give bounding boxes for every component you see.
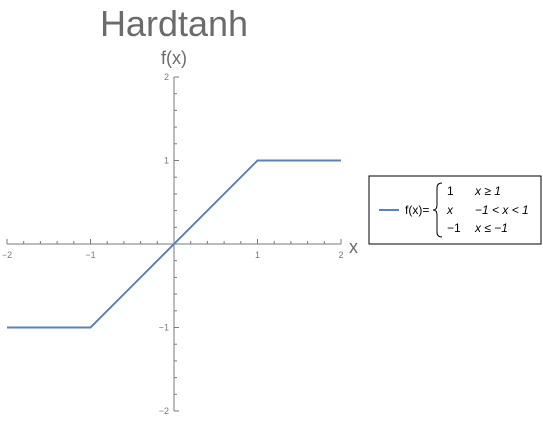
legend-case-1-value: 1: [447, 184, 454, 198]
legend: f(x)= 1 x ≥ 1 x −1 < x < 1 −1 x ≤ −1: [368, 175, 542, 245]
x-tick-label: 2: [338, 250, 343, 260]
y-tick-label: 2: [164, 72, 169, 82]
legend-case-3-condition: x ≤ −1: [474, 221, 508, 235]
x-tick-label: −2: [2, 250, 12, 260]
y-tick-label: 1: [164, 156, 169, 166]
y-axis-label: f(x): [161, 48, 187, 68]
chart-title: Hardtanh: [100, 3, 248, 44]
legend-case-3-value: −1: [447, 221, 461, 235]
x-tick-label: −1: [85, 250, 95, 260]
legend-case-2-condition: −1 < x < 1: [475, 203, 529, 217]
y-tick-label: −2: [159, 406, 169, 416]
legend-prefix: f(x)=: [405, 203, 429, 217]
legend-case-2-value: x: [446, 203, 454, 217]
legend-case-1-condition: x ≥ 1: [474, 184, 501, 198]
x-axis-label: x: [349, 237, 358, 257]
y-tick-label: −1: [159, 323, 169, 333]
axes: −2 −1 1 2 −2 −1 1 2: [2, 72, 344, 416]
series-line-1: [7, 159, 341, 329]
plot-area: [7, 159, 341, 329]
legend-brace: [432, 182, 443, 238]
x-tick-label: 1: [255, 250, 260, 260]
